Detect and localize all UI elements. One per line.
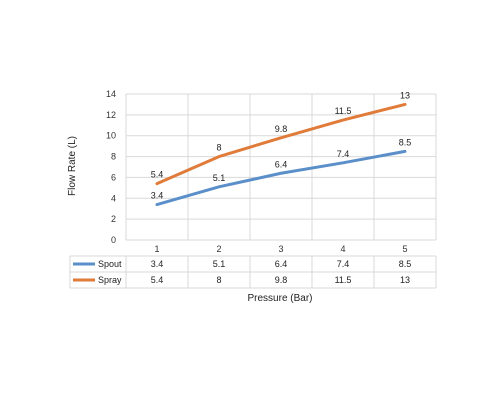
table-cell: 5.4: [151, 275, 164, 285]
y-tick-label: 14: [106, 89, 116, 99]
data-table: Spout 3.4 5.1 6.4 7.4 8.5 Spray 5.4 8 9.8 11.5 13: [69, 255, 437, 289]
data-labels: 3.4 5.1 6.4 7.4 8.5 5.4 8 9.8 11.5 13: [151, 90, 412, 200]
x-tick-label: 4: [340, 244, 345, 254]
x-axis-ticks: 1 2 3 4 5: [154, 244, 407, 254]
series-lines: [155, 102, 407, 207]
y-tick-label: 6: [111, 172, 116, 182]
table-cell: 13: [400, 275, 410, 285]
series-line-spout: [155, 149, 407, 207]
table-cell: 3.4: [151, 259, 164, 269]
x-tick-label: 2: [216, 244, 221, 254]
table-cell: 5.1: [213, 259, 226, 269]
data-label: 3.4: [151, 191, 164, 201]
y-tick-label: 2: [111, 214, 116, 224]
legend-label: Spray: [98, 275, 122, 285]
y-tick-label: 10: [106, 131, 116, 141]
data-label: 11.5: [335, 106, 352, 116]
data-label: 7.4: [337, 149, 350, 159]
y-tick-label: 4: [111, 193, 116, 203]
series-line-spray: [155, 102, 407, 186]
table-cell: 11.5: [335, 275, 352, 285]
x-tick-label: 3: [278, 244, 283, 254]
x-axis-title: Pressure (Bar): [247, 293, 312, 304]
legend-label: Spout: [98, 259, 122, 269]
data-label: 9.8: [275, 124, 288, 134]
x-tick-label: 5: [402, 244, 407, 254]
table-cell: 7.4: [337, 259, 350, 269]
table-cell: 9.8: [275, 275, 288, 285]
y-tick-label: 8: [111, 152, 116, 162]
y-axis-title: Flow Rate (L): [67, 136, 78, 196]
table-cell: 6.4: [275, 259, 288, 269]
data-label: 5.1: [213, 173, 226, 183]
data-label: 5.4: [151, 170, 164, 180]
x-tick-label: 1: [154, 244, 159, 254]
data-label: 8.5: [399, 137, 412, 147]
table-cell: 8: [216, 275, 221, 285]
data-label: 6.4: [275, 159, 288, 169]
data-label: 13: [400, 90, 410, 100]
y-axis-ticks: 0 2 4 6 8 10 12 14: [106, 89, 116, 245]
y-tick-label: 0: [111, 235, 116, 245]
y-tick-label: 12: [106, 110, 116, 120]
table-cell: 8.5: [399, 259, 412, 269]
data-label: 8: [216, 143, 221, 153]
